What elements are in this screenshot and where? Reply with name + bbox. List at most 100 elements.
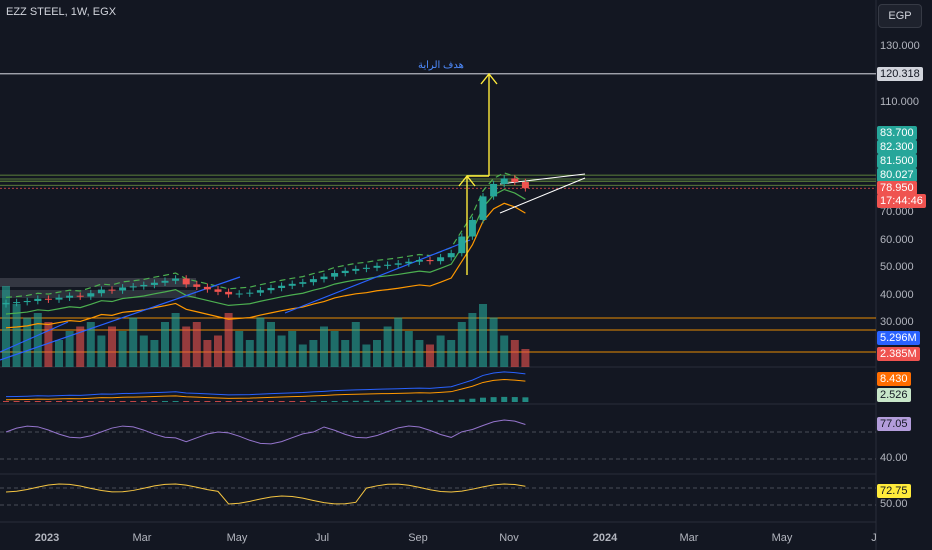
volume-bar: [309, 340, 318, 367]
bar-countdown-label: 17:44:46: [877, 194, 926, 208]
volume-bar: [214, 335, 222, 367]
volume-bar: [182, 326, 191, 367]
histogram-bar: [278, 401, 285, 402]
candle-body: [193, 284, 201, 287]
histogram-bar: [24, 401, 31, 402]
histogram-bar: [98, 401, 105, 402]
volume-bar: [383, 326, 392, 367]
indicator-value-label: 8.430: [877, 372, 911, 386]
candle-body: [44, 298, 52, 300]
histogram-bar: [363, 400, 370, 402]
candle-body: [76, 295, 84, 297]
candle-body: [119, 287, 127, 291]
histogram-bar: [162, 401, 168, 402]
histogram-bar: [437, 400, 444, 402]
rsi-level-tick: 50.00: [880, 498, 908, 510]
histogram-bar: [77, 401, 84, 402]
candle-body: [150, 282, 158, 285]
volume-bar: [235, 331, 244, 367]
volume-bar: [468, 313, 477, 367]
candle-body: [246, 292, 254, 294]
volume-bar: [33, 313, 42, 367]
candle-body: [172, 278, 180, 281]
time-tick: Mar: [132, 532, 152, 544]
volume-bar: [118, 331, 127, 367]
time-tick: Mar: [679, 532, 699, 544]
ema-green-line: [5, 188, 526, 315]
arrow-head: [480, 72, 498, 85]
histogram-bar: [384, 400, 391, 402]
rsi-value-label: 72.75: [877, 484, 911, 498]
histogram-bar: [289, 401, 296, 402]
histogram-bar: [374, 400, 380, 402]
histogram-bar: [342, 400, 349, 402]
time-tick: May: [771, 532, 793, 544]
volume-bar: [97, 335, 106, 367]
candle-body: [447, 253, 455, 258]
histogram-bar: [140, 401, 147, 402]
level-label: 82.300: [877, 140, 917, 154]
histogram-bar: [119, 401, 126, 402]
candle-body: [2, 302, 10, 305]
histogram-bar: [480, 397, 486, 402]
histogram-bar: [321, 401, 327, 402]
pennant-line: [499, 173, 586, 185]
candle-body: [341, 270, 349, 274]
pennant-line: [499, 177, 586, 214]
candle-body: [490, 183, 498, 197]
rsi-line: [5, 419, 526, 445]
candle-body: [352, 268, 360, 271]
volume-bar: [150, 340, 159, 367]
candle-body: [458, 236, 466, 254]
volume-bar: [108, 326, 116, 367]
volume-bar: [171, 313, 180, 367]
histogram-bar: [56, 401, 62, 402]
histogram-bar: [352, 400, 359, 402]
histogram-bar: [299, 401, 306, 402]
volume-bar: [479, 304, 487, 367]
candle-body: [394, 263, 402, 265]
volume-bar: [161, 322, 169, 367]
candle-body: [320, 276, 328, 280]
candle-body: [214, 289, 222, 292]
histogram-bar: [310, 401, 317, 402]
volume-bar: [404, 331, 413, 367]
volume-bar: [23, 317, 32, 367]
rsi-value-label: 77.05: [877, 417, 911, 431]
volume-bar: [373, 340, 381, 367]
rsi-line: [5, 483, 526, 505]
volume-ma-label: 5.296M: [877, 331, 920, 345]
histogram-bar: [522, 397, 529, 402]
zone-box: [0, 290, 196, 298]
histogram-bar: [490, 397, 497, 402]
candle-body: [384, 264, 392, 266]
candle-body: [331, 273, 339, 277]
histogram-bar: [331, 401, 338, 402]
signal-line: [5, 379, 526, 401]
currency-button[interactable]: EGP: [878, 4, 922, 28]
ema-orange-line: [5, 202, 526, 329]
candle-body: [500, 178, 508, 184]
time-tick: Jul: [314, 532, 330, 544]
volume-bar: [256, 317, 265, 367]
volume-bar: [489, 317, 498, 367]
candle-body: [521, 182, 529, 189]
volume-bar: [267, 322, 275, 367]
trend-line: [0, 321, 69, 353]
candle-body: [66, 295, 74, 298]
volume-bar: [44, 322, 53, 367]
histogram-bar: [66, 401, 73, 402]
volume-bar: [203, 340, 212, 367]
histogram-bar: [193, 401, 200, 402]
histogram-bar: [416, 400, 423, 402]
volume-bar: [521, 349, 530, 367]
candle-body: [87, 293, 95, 297]
volume-bar: [362, 344, 371, 367]
indicator-value-label: 2.526: [877, 388, 911, 402]
candle-body: [437, 257, 445, 262]
volume-bar: [55, 340, 63, 367]
candle-body: [426, 260, 434, 262]
volume-bar: [277, 335, 286, 367]
candle-body: [278, 285, 286, 288]
